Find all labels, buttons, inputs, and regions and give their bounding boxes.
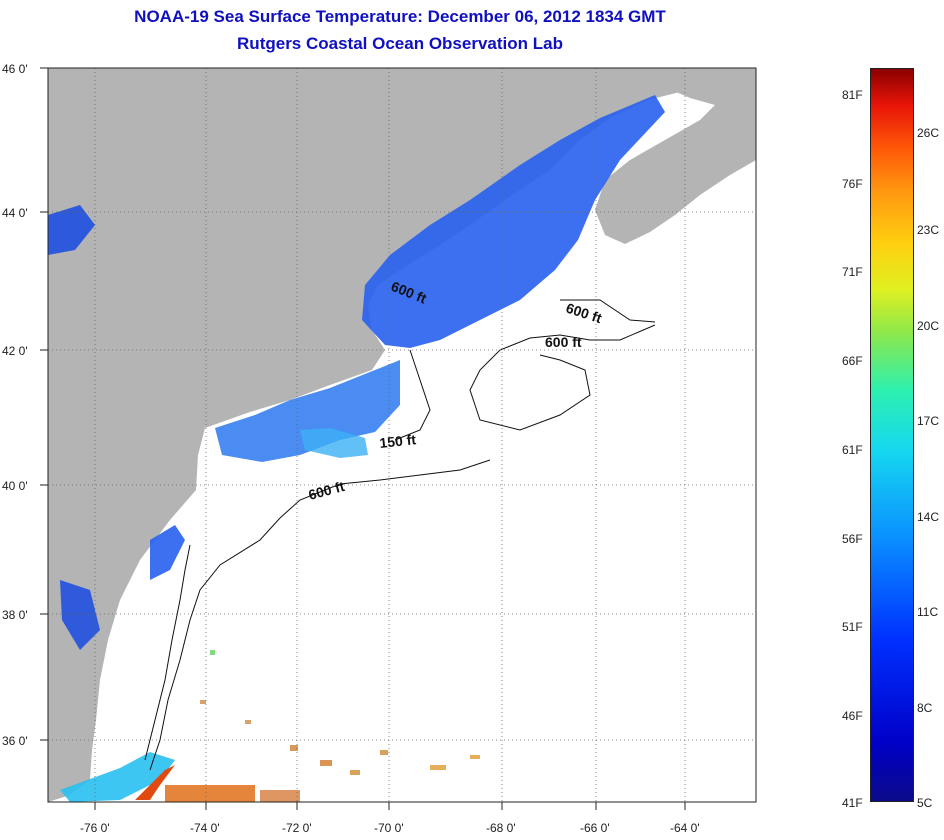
colorbar-f-label: 76F bbox=[842, 177, 863, 191]
sst-maine-lakes bbox=[48, 205, 95, 255]
map-subtitle: Rutgers Coastal Ocean Observation Lab bbox=[237, 34, 563, 53]
colorbar-f-label: 46F bbox=[842, 709, 863, 723]
lon-label: -74 0' bbox=[190, 821, 220, 835]
lon-label: -76 0' bbox=[80, 821, 110, 835]
contour-label: 150 ft bbox=[379, 431, 417, 451]
lat-label: 44 0' bbox=[2, 206, 28, 220]
lon-label: -70 0' bbox=[374, 821, 404, 835]
land-nova-scotia bbox=[595, 68, 756, 244]
colorbar-c-label: 23C bbox=[917, 223, 940, 237]
colorbar-f-label: 61F bbox=[842, 443, 863, 457]
colorbar-f-label: 71F bbox=[842, 265, 863, 279]
sst-chesapeake bbox=[60, 580, 100, 650]
colorbar-f-label: 56F bbox=[842, 532, 863, 546]
sst-nearshore-light bbox=[300, 428, 368, 458]
sst-gulf-of-maine bbox=[362, 95, 665, 348]
colorbar-f-label: 51F bbox=[842, 620, 863, 634]
map-title: NOAA-19 Sea Surface Temperature: Decembe… bbox=[134, 7, 666, 26]
lat-label: 40 0' bbox=[2, 479, 28, 493]
colorbar-c-label: 26C bbox=[917, 126, 940, 140]
lon-label: -68 0' bbox=[486, 821, 516, 835]
colorbar-c-label: 5C bbox=[917, 796, 933, 810]
lat-label: 38 0' bbox=[2, 608, 28, 622]
map-border bbox=[47, 67, 757, 803]
temperature-colorbar bbox=[842, 68, 943, 802]
lon-label: -72 0' bbox=[282, 821, 312, 835]
lat-label: 36 0' bbox=[2, 734, 28, 748]
colorbar-c-label: 14C bbox=[917, 510, 940, 524]
colorbar-c-label: 11C bbox=[917, 605, 939, 619]
colorbar-f-label: 41F bbox=[842, 796, 863, 810]
sst-cape-hatteras bbox=[60, 752, 175, 802]
sst-delaware-bay bbox=[150, 525, 185, 580]
lat-label: 42 0' bbox=[2, 344, 28, 358]
land-mainland bbox=[48, 68, 680, 802]
lat-label: 46 0' bbox=[2, 62, 28, 76]
lon-label: -66 0' bbox=[580, 821, 610, 835]
lon-label: -64 0' bbox=[670, 821, 700, 835]
contour-label: 600 ft bbox=[545, 334, 582, 350]
colorbar-f-label: 81F bbox=[842, 88, 863, 102]
colorbar-c-label: 20C bbox=[917, 319, 940, 333]
colorbar-gradient bbox=[870, 68, 914, 802]
bathymetry-contours bbox=[144, 299, 656, 771]
colorbar-f-label: 66F bbox=[842, 354, 863, 368]
sst-gulf-stream-patches bbox=[135, 650, 480, 802]
colorbar-c-label: 8C bbox=[917, 701, 933, 715]
axis-ticks bbox=[40, 67, 686, 810]
colorbar-c-label: 17C bbox=[917, 414, 940, 428]
